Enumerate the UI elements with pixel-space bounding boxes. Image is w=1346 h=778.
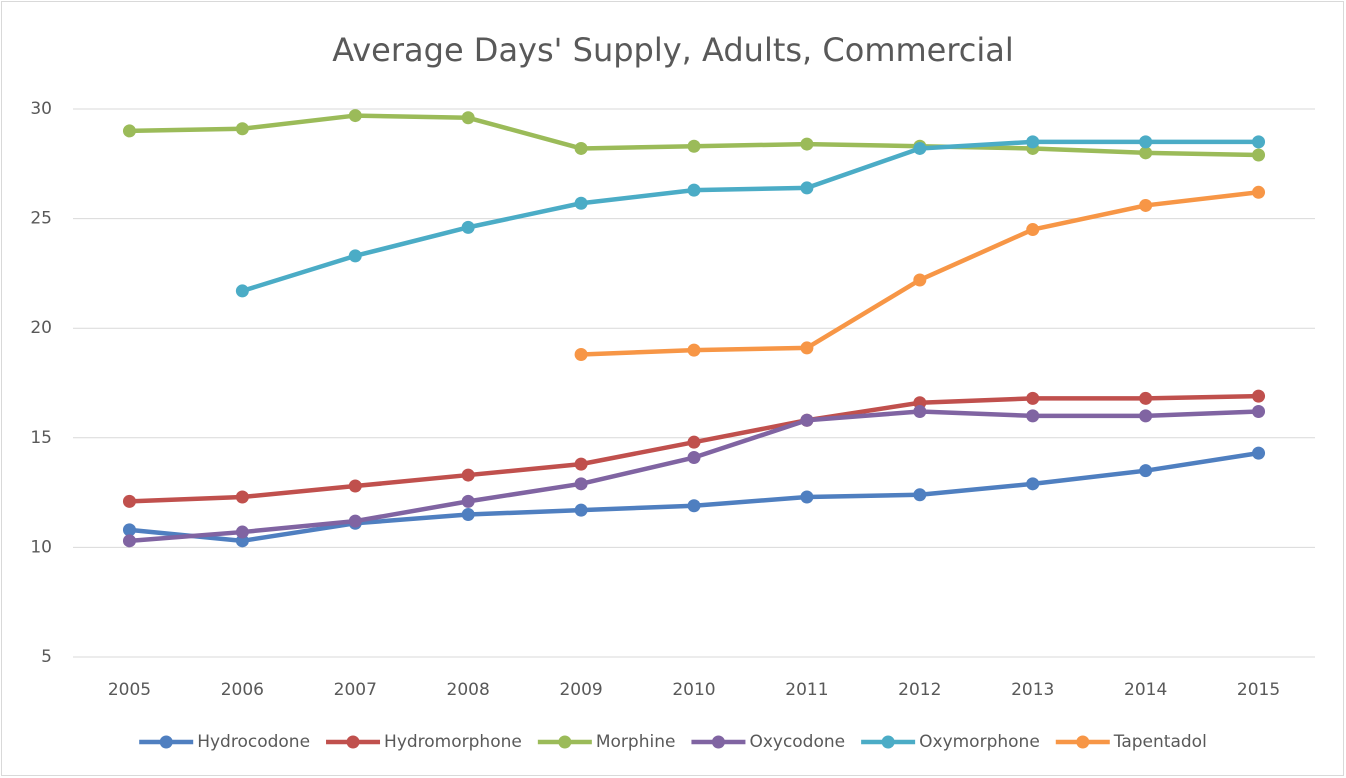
legend-item: Oxymorphone bbox=[861, 732, 1040, 752]
point bbox=[122, 534, 136, 548]
point bbox=[1252, 404, 1266, 418]
x-tick-label: 2006 bbox=[221, 680, 264, 700]
point bbox=[235, 284, 249, 298]
point bbox=[1026, 477, 1040, 491]
point bbox=[348, 109, 362, 123]
point bbox=[461, 111, 475, 125]
point bbox=[461, 220, 475, 234]
x-tick-label: 2015 bbox=[1237, 680, 1280, 700]
point bbox=[1026, 135, 1040, 149]
point bbox=[1139, 135, 1153, 149]
point bbox=[1252, 446, 1266, 460]
legend-label: Oxycodone bbox=[749, 732, 845, 752]
y-tick-label: 5 bbox=[41, 647, 52, 667]
legend-label: Tapentadol bbox=[1113, 732, 1207, 752]
point bbox=[1026, 391, 1040, 405]
point bbox=[913, 141, 927, 155]
point bbox=[800, 341, 814, 355]
point bbox=[574, 196, 588, 210]
point bbox=[574, 348, 588, 362]
point bbox=[1026, 409, 1040, 423]
legend-label: Hydromorphone bbox=[384, 732, 522, 752]
point bbox=[235, 490, 249, 504]
point bbox=[687, 343, 701, 357]
point bbox=[348, 249, 362, 263]
point bbox=[1139, 391, 1153, 405]
legend-item: Oxycodone bbox=[691, 732, 845, 752]
point bbox=[687, 435, 701, 449]
point bbox=[687, 451, 701, 465]
point bbox=[800, 137, 814, 151]
point bbox=[913, 273, 927, 287]
legend-label: Hydrocodone bbox=[197, 732, 310, 752]
point bbox=[235, 525, 249, 539]
x-tick-label: 2008 bbox=[447, 680, 490, 700]
y-tick-label: 10 bbox=[30, 537, 52, 557]
point bbox=[1139, 146, 1153, 160]
point bbox=[800, 413, 814, 427]
point bbox=[1252, 389, 1266, 403]
x-tick-label: 2012 bbox=[898, 680, 941, 700]
legend-item: Morphine bbox=[537, 732, 676, 752]
point bbox=[461, 468, 475, 482]
point bbox=[687, 499, 701, 513]
legend-item: Hydromorphone bbox=[326, 732, 522, 752]
point bbox=[348, 479, 362, 493]
legend-marker bbox=[346, 735, 360, 749]
point bbox=[1139, 409, 1153, 423]
point bbox=[913, 404, 927, 418]
point bbox=[574, 477, 588, 491]
point bbox=[574, 457, 588, 471]
x-tick-label: 2013 bbox=[1011, 680, 1054, 700]
legend-label: Morphine bbox=[596, 732, 676, 752]
legend-marker bbox=[558, 735, 572, 749]
point bbox=[1139, 464, 1153, 478]
point bbox=[1252, 148, 1266, 162]
point bbox=[122, 124, 136, 138]
legend-marker bbox=[881, 735, 895, 749]
y-tick-label: 15 bbox=[30, 428, 52, 448]
legend-marker bbox=[711, 735, 725, 749]
x-tick-label: 2009 bbox=[559, 680, 602, 700]
point bbox=[913, 488, 927, 502]
chart-title: Average Days' Supply, Adults, Commercial bbox=[332, 31, 1014, 69]
point bbox=[1252, 185, 1266, 199]
point bbox=[800, 181, 814, 195]
point bbox=[348, 514, 362, 528]
point bbox=[574, 141, 588, 155]
point bbox=[574, 503, 588, 517]
y-tick-label: 30 bbox=[30, 99, 52, 119]
point bbox=[687, 183, 701, 197]
legend-item: Hydrocodone bbox=[139, 732, 310, 752]
x-tick-label: 2014 bbox=[1124, 680, 1167, 700]
point bbox=[235, 122, 249, 136]
legend-label: Oxymorphone bbox=[919, 732, 1040, 752]
x-tick-label: 2005 bbox=[108, 680, 151, 700]
x-tick-label: 2007 bbox=[334, 680, 377, 700]
point bbox=[1252, 135, 1266, 149]
series-line bbox=[240, 139, 1261, 294]
x-tick-label: 2010 bbox=[672, 680, 715, 700]
point bbox=[122, 494, 136, 508]
point bbox=[461, 508, 475, 522]
point bbox=[800, 490, 814, 504]
point bbox=[461, 494, 475, 508]
legend-item: Tapentadol bbox=[1055, 732, 1207, 752]
legend-marker bbox=[1076, 735, 1090, 749]
point bbox=[1139, 198, 1153, 212]
legend-marker bbox=[159, 735, 173, 749]
point bbox=[122, 523, 136, 537]
y-tick-label: 20 bbox=[30, 318, 52, 338]
y-tick-label: 25 bbox=[30, 209, 52, 229]
point bbox=[1026, 223, 1040, 237]
x-tick-label: 2011 bbox=[785, 680, 828, 700]
point bbox=[687, 139, 701, 153]
